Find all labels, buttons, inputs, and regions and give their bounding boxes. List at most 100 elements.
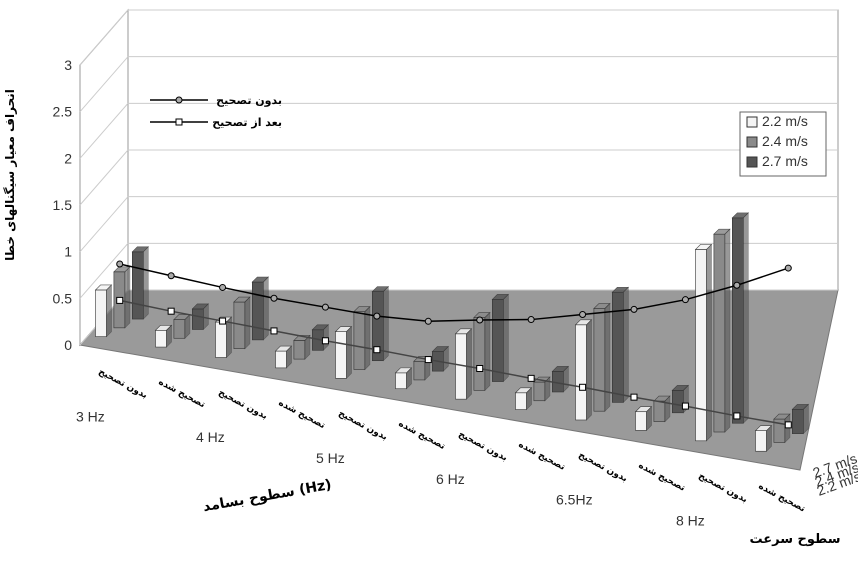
line-marker <box>579 383 587 391</box>
legend-swatch <box>746 156 758 168</box>
legends-layer: بدون تصحیح بعد از تصحیح 2.2 m/s 2.4 m/s 2.7 … <box>150 94 827 177</box>
x-condition-label: بدون تصحیح <box>217 388 269 422</box>
legend-label: 2.2 m/s <box>762 113 808 129</box>
bar-corrected-2-2 <box>431 345 450 372</box>
x-group-label: 6 Hz <box>436 471 465 487</box>
y-tick-label: 0 <box>64 337 72 353</box>
line-marker <box>476 364 484 372</box>
bar-uncorrected-2-2 <box>371 285 390 362</box>
x-condition-label: بدون تصحیح <box>337 409 389 443</box>
line-marker <box>681 296 689 304</box>
line-marker <box>373 312 381 320</box>
line-marker <box>219 283 227 291</box>
legend-swatch <box>746 136 758 148</box>
legend-label: 2.7 m/s <box>762 153 808 169</box>
y-tick-label: 0.5 <box>53 290 73 306</box>
bar-uncorrected-2-5 <box>731 212 750 424</box>
y-tick-label: 3 <box>64 57 72 73</box>
bar-corrected-2-3 <box>551 365 570 393</box>
bar-corrected-0-2 <box>394 367 413 390</box>
bar-corrected-0-5 <box>754 424 773 452</box>
x-condition-label: تصحیح شده <box>637 461 687 494</box>
bar-uncorrected-2-0 <box>131 246 150 320</box>
bar-uncorrected-0-4 <box>574 319 593 421</box>
x-condition-label: تصحیح شده <box>277 398 327 431</box>
bar-uncorrected-1-5 <box>713 228 731 433</box>
x-condition-label: بدون تصحیح <box>97 367 149 401</box>
x-condition-label: تصحیح شده <box>157 377 207 410</box>
line-legend: بدون تصحیح بعد از تصحیح <box>150 94 282 129</box>
bar-corrected-2-0 <box>191 303 210 331</box>
x-condition-label: تصحیح شده <box>397 419 447 452</box>
line-marker <box>167 272 175 280</box>
line-marker <box>784 421 792 429</box>
legend-label: 2.4 m/s <box>762 133 808 149</box>
x-group-label: 5 Hz <box>316 450 345 466</box>
bar-corrected-0-4 <box>634 406 653 432</box>
x-condition-label: بدون تصحیح <box>577 450 629 484</box>
bar-uncorrected-2-1 <box>251 276 270 341</box>
gridline-side <box>79 196 129 252</box>
line-marker <box>373 346 381 354</box>
x-axis-label: سطوح بسامد (Hz) <box>202 477 333 515</box>
x-condition-label: بدون تصحیح <box>457 429 509 463</box>
bar-uncorrected-2-4 <box>611 286 630 404</box>
bar-corrected-0-0 <box>154 324 173 348</box>
line-1 <box>119 299 789 426</box>
y-tick-label: 2.5 <box>53 104 73 120</box>
gridline-side <box>79 149 129 206</box>
bar-corrected-0-1 <box>274 345 293 369</box>
bar-uncorrected-1-4 <box>593 302 611 412</box>
line-marker <box>219 317 227 325</box>
x-condition-label: تصحیح شده <box>757 481 807 514</box>
line-marker <box>167 307 175 315</box>
line-marker <box>527 374 535 382</box>
line-marker <box>321 303 329 311</box>
gridline-side <box>79 103 129 159</box>
x-group-label: 6.5Hz <box>556 492 593 508</box>
line-marker <box>681 402 689 410</box>
line-marker <box>527 316 535 324</box>
legend-swatch <box>746 116 758 128</box>
bar-uncorrected-2-3 <box>491 293 510 383</box>
line-marker <box>424 317 432 325</box>
x-group-label: 3 Hz <box>76 408 105 424</box>
gridlines <box>79 9 838 346</box>
line-marker <box>784 264 792 272</box>
line-marker <box>116 296 124 304</box>
bar-uncorrected-0-0 <box>94 284 113 338</box>
y-axis-label: انحراف معیار سیگنالهای خطا <box>3 89 17 261</box>
bar-uncorrected-0-3 <box>454 328 473 400</box>
line-marker <box>630 393 638 401</box>
line-marker <box>733 281 741 289</box>
gridline-side <box>79 9 129 66</box>
x-condition-label: بدون تصحیح <box>697 471 749 505</box>
line-marker <box>116 260 124 268</box>
line-0 <box>119 263 789 323</box>
bar-uncorrected-1-2 <box>353 305 371 371</box>
line-marker <box>270 294 278 302</box>
bar-corrected-1-4 <box>653 395 671 423</box>
gridline-side <box>79 243 129 299</box>
bar-corrected-0-3 <box>514 387 533 411</box>
lines-layer <box>116 260 792 429</box>
line-marker <box>270 327 278 335</box>
bar-uncorrected-0-2 <box>334 325 353 380</box>
line-legend-label: بعد از تصحیح <box>212 116 282 129</box>
y-tick-label: 1 <box>64 244 72 260</box>
z-axis-label: سطوح سرعت <box>749 532 840 547</box>
x-group-label: 8 Hz <box>676 512 705 528</box>
gridline-side <box>79 56 129 112</box>
line-marker <box>733 412 741 420</box>
line-marker <box>321 337 329 345</box>
x-condition-label: تصحیح شده <box>517 440 567 473</box>
line-legend-label: بدون تصحیح <box>216 94 282 107</box>
line-marker <box>630 305 638 313</box>
line-marker <box>476 316 484 324</box>
bar-corrected-1-1 <box>293 334 311 360</box>
bar-corrected-2-5 <box>791 403 810 435</box>
y-tick-label: 2 <box>64 150 72 166</box>
bar-uncorrected-1-3 <box>473 311 491 392</box>
